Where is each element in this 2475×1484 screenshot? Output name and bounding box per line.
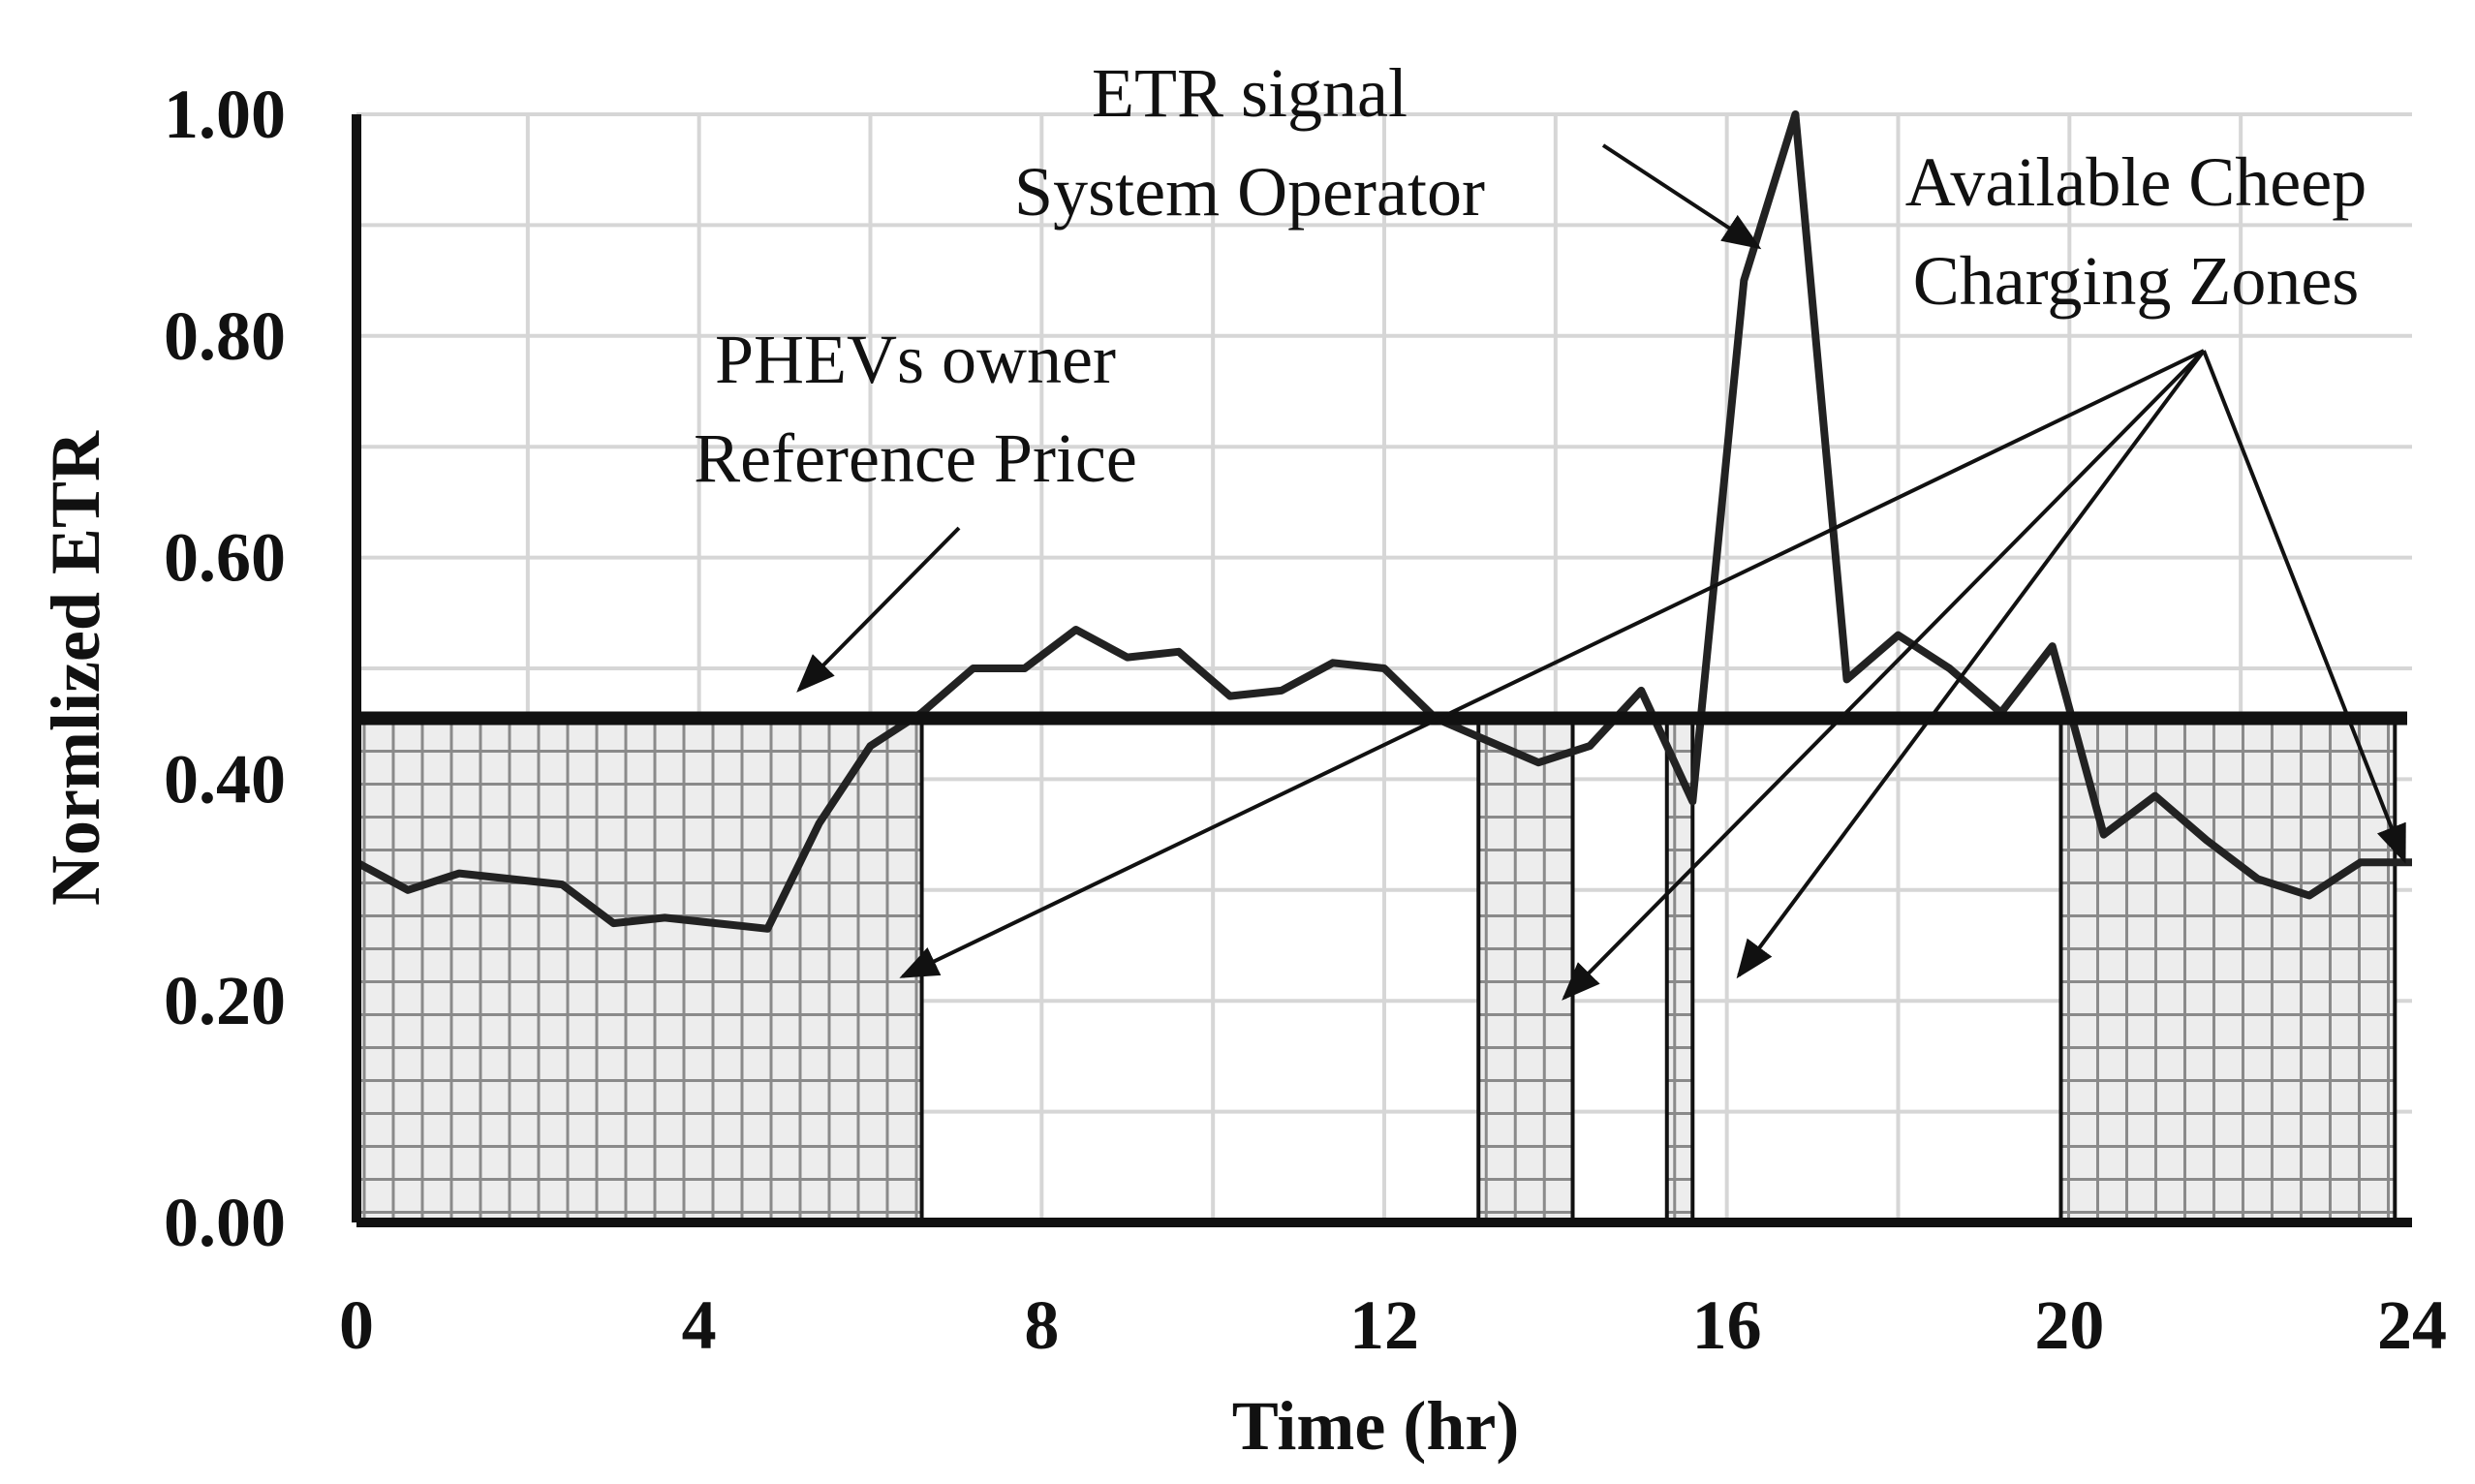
x-tick-label: 4: [682, 1286, 717, 1364]
etr-signal-line: [355, 110, 2412, 933]
x-tick-label: 20: [2034, 1286, 2104, 1364]
cheap-zones-label-line1: Available Cheep: [1905, 143, 2367, 221]
etr-signal-arrow: [1601, 143, 1762, 250]
y-tick-label: 1.00: [164, 76, 286, 153]
annotations: ETR signal System Operator PHEVs owner R…: [694, 54, 2367, 497]
y-tick-label: 0.60: [164, 519, 286, 597]
etr-signal-label-line2: System Operator: [1014, 153, 1485, 231]
x-tick-label: 0: [339, 1286, 374, 1364]
y-tick-labels: 0.00 0.20 0.40 0.60 0.80 1.00: [164, 76, 286, 1261]
series-lines: [355, 110, 2412, 933]
axes: [352, 114, 2412, 1227]
y-tick-label: 0.80: [164, 297, 286, 375]
y-axis-title: Normlized ETR: [37, 430, 114, 906]
x-tick-label: 8: [1024, 1286, 1059, 1364]
cheap-charging-zones: [355, 718, 2398, 1222]
cheap-zones-label-line2: Charging Zones: [1913, 242, 2360, 320]
cheap-zone-arrow-2: [1562, 349, 2206, 1001]
annotation-arrows: [796, 143, 2406, 1001]
reference-price-label-line1: PHEVs owner: [715, 321, 1116, 398]
reference-price-arrow: [796, 526, 961, 693]
cheap-zone-arrow-3: [1736, 349, 2206, 979]
cheap-zone: [1666, 718, 1693, 1222]
cheap-zone-arrow-1: [899, 349, 2205, 978]
cheap-zone-arrow-4: [2202, 350, 2406, 864]
x-axis-title: Time (hr): [1232, 1387, 1520, 1465]
cheap-zone: [2060, 718, 2396, 1222]
y-tick-label: 0.40: [164, 740, 286, 818]
cheap-zone: [1478, 718, 1573, 1222]
reference-price-label-line2: Reference Price: [694, 419, 1137, 497]
etr-signal-label-line1: ETR signal: [1092, 54, 1408, 132]
x-tick-label: 24: [2377, 1286, 2447, 1364]
x-tick-label: 12: [1349, 1286, 1419, 1364]
y-tick-label: 0.20: [164, 962, 286, 1039]
y-tick-label: 0.00: [164, 1184, 286, 1261]
x-tick-label: 16: [1692, 1286, 1762, 1364]
x-tick-labels: 0 4 8 12 16 20 24: [339, 1286, 2447, 1364]
